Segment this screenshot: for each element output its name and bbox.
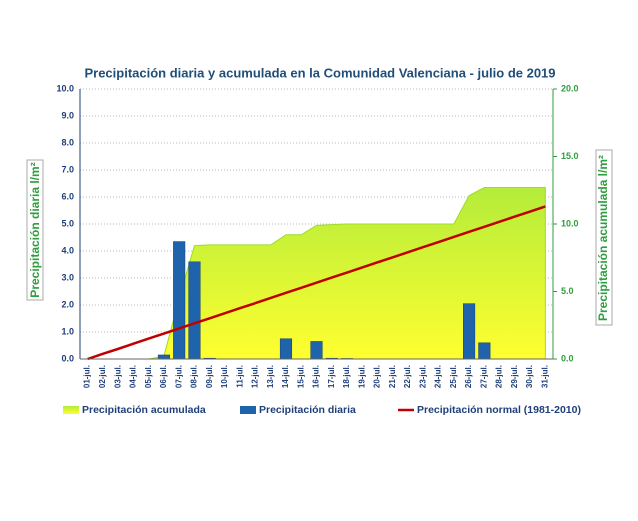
line xyxy=(87,205,546,361)
legend-label: Precipitación acumulada xyxy=(82,404,206,416)
x-tick-label: 20-jul. xyxy=(373,365,382,388)
x-tick-label: 01-jul. xyxy=(83,365,92,388)
x-tick-label: 16-jul. xyxy=(312,365,321,388)
legend-label: Precipitación diaria xyxy=(259,404,356,416)
x-tick-label: 02-jul. xyxy=(98,365,107,388)
y2-tick-label: 10.0 xyxy=(561,218,579,228)
x-tick-label: 17-jul. xyxy=(327,365,336,388)
y2-tick-label: 15.0 xyxy=(561,151,579,161)
y2-tick-label: 20.0 xyxy=(561,83,579,93)
y-tick-label: 3.0 xyxy=(61,272,74,282)
y-tick-label: 1.0 xyxy=(61,326,74,336)
legend-swatch xyxy=(240,406,256,414)
x-tick-label: 29-jul. xyxy=(510,365,519,388)
bar xyxy=(478,342,491,360)
x-tick-label: 19-jul. xyxy=(357,365,366,388)
x-tick-label: 11-jul. xyxy=(235,365,244,388)
x-tick-label: 06-jul. xyxy=(159,365,168,388)
x-tick-label: 09-jul. xyxy=(205,365,214,388)
y-tick-label: 9.0 xyxy=(61,110,74,120)
x-tick-label: 04-jul. xyxy=(129,365,138,388)
x-tick-label: 10-jul. xyxy=(220,365,229,388)
x-tick-label: 27-jul. xyxy=(479,365,488,388)
y2-axis-label: Precipitación acumulada l/m² xyxy=(596,155,610,321)
y-tick-label: 5.0 xyxy=(61,218,74,228)
y-tick-label: 6.0 xyxy=(61,191,74,201)
y-axis-label: Precipitación diaria l/m² xyxy=(28,162,42,297)
y-tick-label: 2.0 xyxy=(61,299,74,309)
x-tick-label: 21-jul. xyxy=(388,365,397,388)
x-tick-label: 31-jul. xyxy=(540,365,549,388)
bar xyxy=(173,241,186,360)
ylabel-box xyxy=(26,159,44,301)
x-tick-label: 13-jul. xyxy=(266,365,275,388)
bar xyxy=(463,303,476,360)
y-tick-label: 8.0 xyxy=(61,137,74,147)
y2-tick-label: 0.0 xyxy=(561,353,574,363)
x-tick-label: 28-jul. xyxy=(495,365,504,388)
chart-title: Precipitación diaria y acumulada en la C… xyxy=(84,65,555,80)
y-tick-label: 10.0 xyxy=(56,83,74,93)
x-tick-label: 08-jul. xyxy=(190,365,199,388)
x-tick-label: 14-jul. xyxy=(281,365,290,388)
x-tick-label: 30-jul. xyxy=(525,365,534,388)
x-tick-label: 07-jul. xyxy=(174,365,183,388)
x-tick-label: 25-jul. xyxy=(449,365,458,388)
bar xyxy=(157,354,170,360)
bar xyxy=(310,341,323,360)
legend-swatch xyxy=(63,406,79,414)
y2label-box xyxy=(595,149,613,326)
y2-tick-label: 5.0 xyxy=(561,286,574,296)
area xyxy=(87,187,546,360)
y-tick-label: 4.0 xyxy=(61,245,74,255)
x-tick-label: 26-jul. xyxy=(464,365,473,388)
x-tick-label: 23-jul. xyxy=(418,365,427,388)
x-tick-label: 12-jul. xyxy=(251,365,260,388)
x-tick-label: 24-jul. xyxy=(434,365,443,388)
y-tick-label: 0.0 xyxy=(61,353,74,363)
x-tick-label: 05-jul. xyxy=(144,365,153,388)
x-tick-label: 03-jul. xyxy=(113,365,122,388)
bar xyxy=(188,261,201,360)
x-tick-label: 22-jul. xyxy=(403,365,412,388)
legend-label: Precipitación normal (1981-2010) xyxy=(417,404,581,416)
bar xyxy=(279,338,293,360)
x-tick-label: 15-jul. xyxy=(296,365,305,388)
y-tick-label: 7.0 xyxy=(61,164,74,174)
x-tick-label: 18-jul. xyxy=(342,365,351,388)
